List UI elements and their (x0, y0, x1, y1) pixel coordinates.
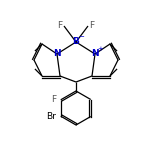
Text: F: F (57, 21, 63, 31)
Text: B: B (73, 38, 79, 47)
Text: Br: Br (46, 112, 56, 121)
Text: F: F (89, 21, 95, 31)
Text: N: N (53, 50, 61, 59)
Text: −: − (78, 34, 84, 40)
Text: N: N (91, 50, 99, 59)
Text: +: + (97, 46, 103, 52)
Text: F: F (51, 95, 56, 104)
